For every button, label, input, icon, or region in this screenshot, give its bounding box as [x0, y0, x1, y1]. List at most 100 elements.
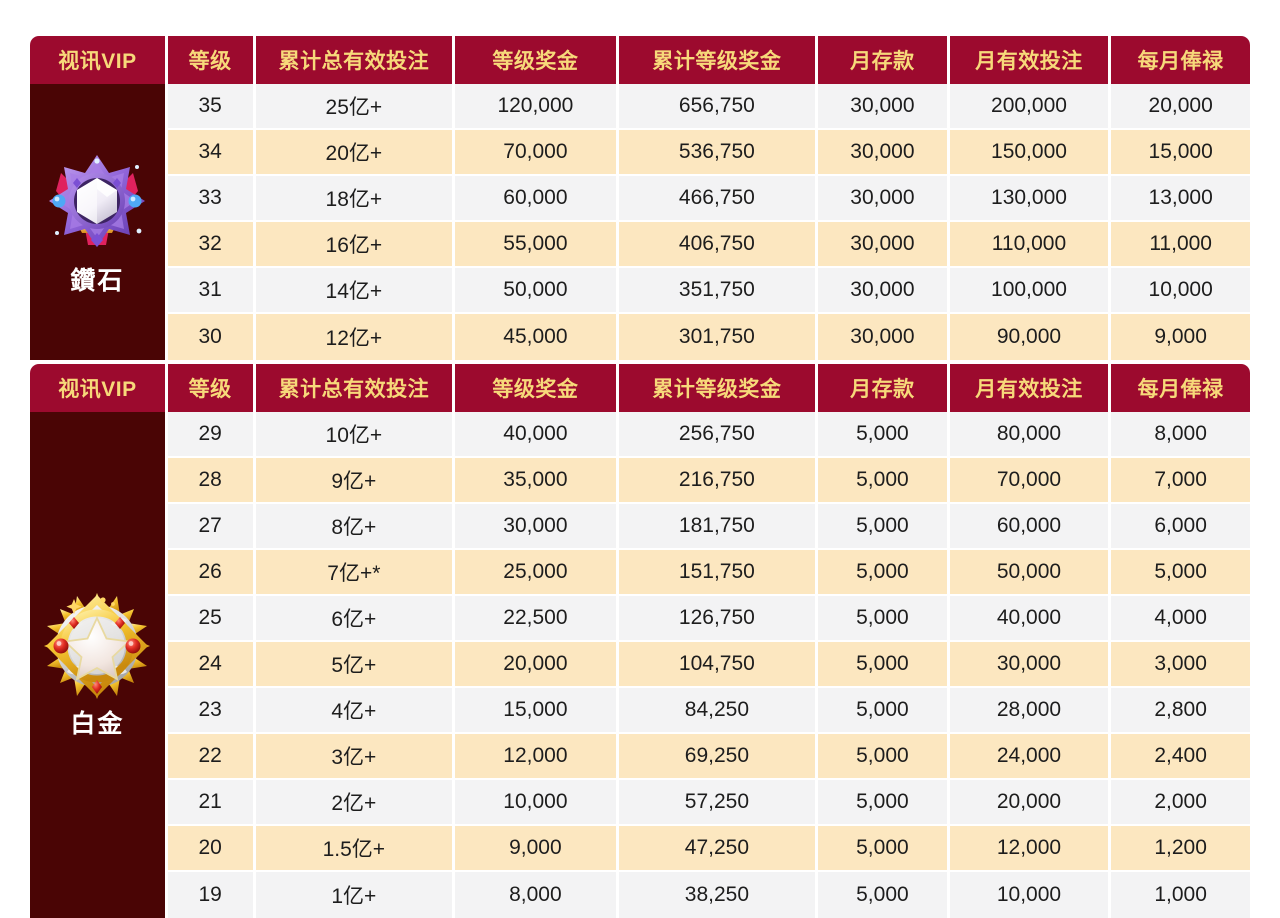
column-header-salary: 每月俸禄 — [1111, 364, 1250, 412]
cell-deposit: 5,000 — [818, 504, 950, 550]
cell-deposit: 30,000 — [818, 84, 950, 130]
cell-levelbonus: 45,000 — [455, 314, 619, 360]
cell-deposit: 5,000 — [818, 550, 950, 596]
cell-salary: 4,000 — [1111, 596, 1250, 642]
cell-levelbonus: 55,000 — [455, 222, 619, 268]
table-row: 33 18亿+ 60,000 466,750 30,000 130,000 13… — [30, 176, 1250, 222]
cell-turnover: 6亿+ — [255, 596, 456, 642]
cell-cumbonus: 301,750 — [618, 314, 819, 360]
table-row: 28 9亿+ 35,000 216,750 5,000 70,000 7,000 — [30, 458, 1250, 504]
column-header-level: 等级 — [167, 364, 256, 412]
cell-turnover: 7亿+* — [255, 550, 456, 596]
cell-cumbonus: 216,750 — [618, 458, 819, 504]
column-header-monthly: 月有效投注 — [949, 36, 1112, 84]
cell-cumbonus: 181,750 — [618, 504, 819, 550]
cell-level: 28 — [167, 458, 256, 504]
cell-cumbonus: 351,750 — [618, 268, 819, 314]
column-header-cumbonus: 累计等级奖金 — [618, 36, 819, 84]
cell-deposit: 30,000 — [818, 314, 950, 360]
cell-level: 33 — [167, 176, 256, 222]
cell-monthly: 10,000 — [949, 872, 1112, 918]
cell-salary: 2,800 — [1111, 688, 1250, 734]
cell-level: 20 — [167, 826, 256, 872]
cell-cumbonus: 466,750 — [618, 176, 819, 222]
cell-cumbonus: 256,750 — [618, 412, 819, 458]
column-header-levelbonus: 等级奖金 — [455, 364, 619, 412]
platinum-vip-table: 视讯VIP 等级 累计总有效投注 等级奖金 累计等级奖金 月存款 月有效投注 每… — [30, 364, 1250, 918]
cell-deposit: 5,000 — [818, 872, 950, 918]
cell-cumbonus: 406,750 — [618, 222, 819, 268]
table-row: 21 2亿+ 10,000 57,250 5,000 20,000 2,000 — [30, 780, 1250, 826]
cell-monthly: 130,000 — [949, 176, 1112, 222]
cell-level: 32 — [167, 222, 256, 268]
cell-salary: 15,000 — [1111, 130, 1250, 176]
column-header-levelbonus: 等级奖金 — [455, 36, 619, 84]
cell-levelbonus: 15,000 — [455, 688, 619, 734]
table-row: 22 3亿+ 12,000 69,250 5,000 24,000 2,400 — [30, 734, 1250, 780]
cell-levelbonus: 60,000 — [455, 176, 619, 222]
cell-cumbonus: 126,750 — [618, 596, 819, 642]
cell-deposit: 5,000 — [818, 596, 950, 642]
diamond-vip-table: 视讯VIP 等级 累计总有效投注 等级奖金 累计等级奖金 月存款 月有效投注 每… — [30, 36, 1250, 360]
cell-level: 21 — [167, 780, 256, 826]
cell-monthly: 12,000 — [949, 826, 1112, 872]
cell-salary: 11,000 — [1111, 222, 1250, 268]
table-header-row: 视讯VIP 等级 累计总有效投注 等级奖金 累计等级奖金 月存款 月有效投注 每… — [30, 364, 1250, 412]
cell-cumbonus: 47,250 — [618, 826, 819, 872]
tier-label-diamond: 鑽石 — [70, 267, 125, 295]
cell-turnover: 8亿+ — [255, 504, 456, 550]
table-header-row: 视讯VIP 等级 累计总有效投注 等级奖金 累计等级奖金 月存款 月有效投注 每… — [30, 36, 1250, 84]
cell-level: 19 — [167, 872, 256, 918]
table-row: 34 20亿+ 70,000 536,750 30,000 150,000 15… — [30, 130, 1250, 176]
cell-salary: 8,000 — [1111, 412, 1250, 458]
cell-level: 34 — [167, 130, 256, 176]
cell-turnover: 14亿+ — [255, 268, 456, 314]
cell-levelbonus: 20,000 — [455, 642, 619, 688]
cell-levelbonus: 50,000 — [455, 268, 619, 314]
cell-monthly: 28,000 — [949, 688, 1112, 734]
cell-deposit: 5,000 — [818, 688, 950, 734]
cell-turnover: 9亿+ — [255, 458, 456, 504]
column-header-tier: 视讯VIP — [30, 36, 168, 84]
diamond-badge-icon — [41, 147, 153, 259]
cell-level: 25 — [167, 596, 256, 642]
cell-salary: 13,000 — [1111, 176, 1250, 222]
cell-turnover: 10亿+ — [255, 412, 456, 458]
cell-turnover: 5亿+ — [255, 642, 456, 688]
cell-levelbonus: 8,000 — [455, 872, 619, 918]
cell-salary: 1,000 — [1111, 872, 1250, 918]
cell-levelbonus: 10,000 — [455, 780, 619, 826]
table-row: 白金 29 10亿+ 40,000 256,750 5,000 80,000 8… — [30, 412, 1250, 918]
cell-levelbonus: 70,000 — [455, 130, 619, 176]
cell-cumbonus: 151,750 — [618, 550, 819, 596]
cell-cumbonus: 84,250 — [618, 688, 819, 734]
cell-levelbonus: 12,000 — [455, 734, 619, 780]
cell-salary: 7,000 — [1111, 458, 1250, 504]
cell-monthly: 80,000 — [949, 412, 1112, 458]
cell-level: 26 — [167, 550, 256, 596]
cell-turnover: 1.5亿+ — [255, 826, 456, 872]
cell-monthly: 50,000 — [949, 550, 1112, 596]
cell-cumbonus: 69,250 — [618, 734, 819, 780]
table-row: 23 4亿+ 15,000 84,250 5,000 28,000 2,800 — [30, 688, 1250, 734]
cell-cumbonus: 57,250 — [618, 780, 819, 826]
cell-turnover: 3亿+ — [255, 734, 456, 780]
cell-salary: 5,000 — [1111, 550, 1250, 596]
cell-deposit: 30,000 — [818, 222, 950, 268]
cell-deposit: 5,000 — [818, 458, 950, 504]
table-row: 30 12亿+ 45,000 301,750 30,000 90,000 9,0… — [30, 314, 1250, 360]
cell-turnover: 25亿+ — [255, 84, 456, 130]
cell-deposit: 5,000 — [818, 780, 950, 826]
cell-salary: 2,000 — [1111, 780, 1250, 826]
column-header-tier: 视讯VIP — [30, 364, 168, 412]
cell-salary: 6,000 — [1111, 504, 1250, 550]
cell-monthly: 20,000 — [949, 780, 1112, 826]
cell-monthly: 30,000 — [949, 642, 1112, 688]
cell-turnover: 16亿+ — [255, 222, 456, 268]
tier-cell-platinum: 白金 — [30, 412, 168, 918]
cell-cumbonus: 536,750 — [618, 130, 819, 176]
table-row: 32 16亿+ 55,000 406,750 30,000 110,000 11… — [30, 222, 1250, 268]
cell-levelbonus: 40,000 — [455, 412, 619, 458]
cell-monthly: 70,000 — [949, 458, 1112, 504]
